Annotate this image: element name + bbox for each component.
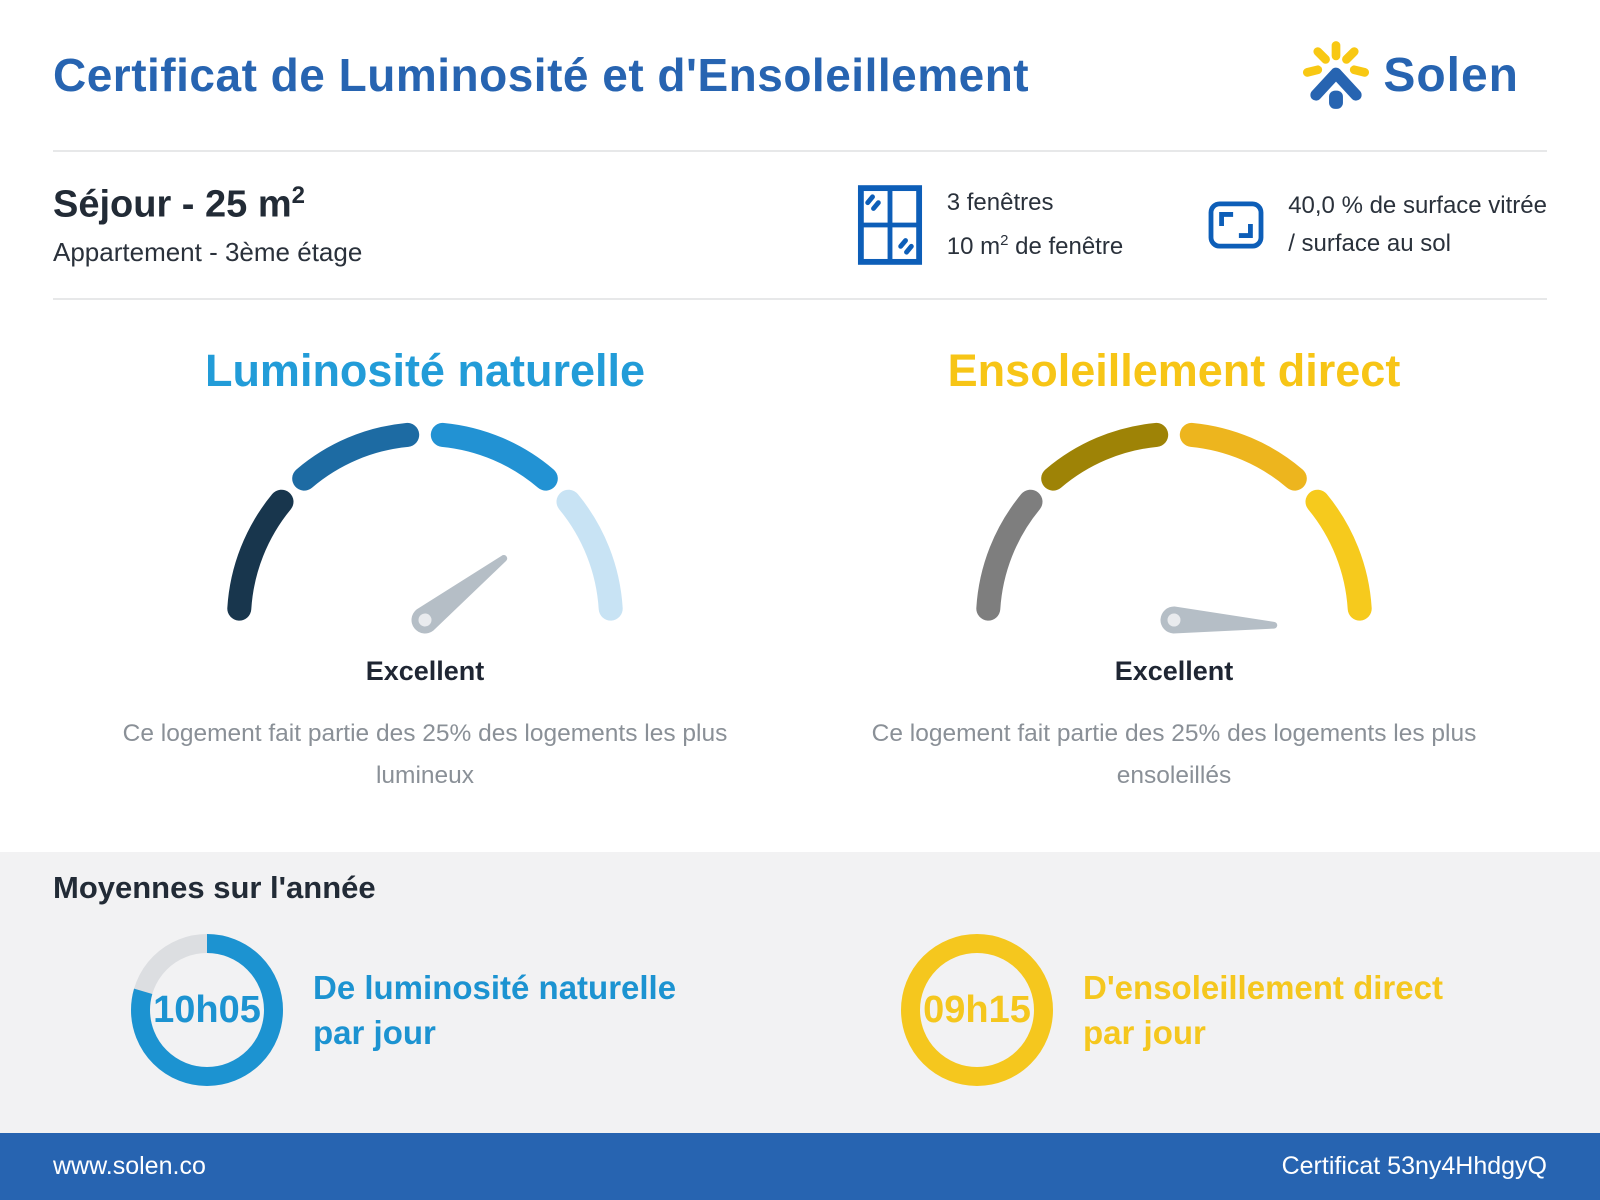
ring-chart-sunlight: 09h15 [901, 934, 1053, 1086]
gauge-title: Ensoleillement direct [947, 345, 1401, 396]
gauge-description: Ce logement fait partie des 25% des loge… [871, 720, 1477, 789]
glazing-line1: 40,0 % de surface vitrée [1288, 192, 1547, 219]
room-title: Séjour - 25 m2 [53, 182, 305, 226]
gauge-description: Ce logement fait partie des 25% des loge… [122, 720, 728, 789]
info-items: 3 fenêtres 10 m2 de fenêtre 40,0 % de su… [857, 184, 1547, 266]
header: Certificat de Luminosité et d'Ensoleille… [0, 0, 1600, 150]
room-subtitle: Appartement - 3ème étage [53, 236, 363, 267]
gauge-card-luminosity: Luminosité naturelle Excellent Ce logeme… [0, 346, 800, 797]
glazing-ratio-item: 40,0 % de surface vitrée / surface au so… [1208, 187, 1547, 263]
ring-chart-luminosity: 10h05 [131, 934, 283, 1086]
room-info-section: Séjour - 25 m2 Appartement - 3ème étage … [0, 152, 1600, 298]
average-label: De luminosité naturelle par jour [313, 969, 677, 1051]
divider-room [53, 298, 1547, 300]
gauge-chart-luminosity [227, 422, 623, 634]
ring-progress [131, 934, 283, 1086]
averages-title: Moyennes sur l'année [53, 870, 376, 905]
glazing-ratio-text: 40,0 % de surface vitrée / surface au so… [1288, 187, 1547, 263]
footer: www.solen.co Certificat 53ny4HhdgyQ [0, 1133, 1600, 1200]
page-title: Certificat de Luminosité et d'Ensoleille… [53, 49, 1030, 101]
surface-ratio-icon [1208, 201, 1264, 249]
rating-label: Excellent [365, 656, 485, 686]
averages-section: Moyennes sur l'année 10h05 De luminosité… [0, 852, 1600, 1133]
website-link[interactable]: www.solen.co [53, 1152, 206, 1180]
certificate-id: Certificat 53ny4HhdgyQ [1281, 1152, 1547, 1180]
brand-name: Solen [1383, 48, 1519, 102]
room-info: Séjour - 25 m2 Appartement - 3ème étage [53, 182, 362, 268]
ring-progress [901, 934, 1053, 1086]
window-count-text: 3 fenêtres 10 m2 de fenêtre [947, 184, 1123, 266]
window-count-line2: 10 m2 de fenêtre [946, 232, 1124, 260]
glazing-line2: / surface au sol [1288, 230, 1451, 257]
divider-top [53, 150, 1547, 152]
gauges-section: Luminosité naturelle Excellent Ce logeme… [0, 300, 1600, 797]
averages-row: 10h05 De luminosité naturelle par jour 0… [53, 934, 1547, 1086]
ring-value: 09h15 [923, 988, 1031, 1031]
average-item-sunlight: 09h15 D'ensoleillement direct par jour [800, 934, 1547, 1086]
rating-label: Excellent [1114, 656, 1234, 686]
window-count-line1: 3 fenêtres [946, 189, 1054, 216]
solen-house-sun-icon [1303, 41, 1370, 109]
solen-logo: Solen [1303, 41, 1519, 109]
ring-value: 10h05 [153, 988, 261, 1031]
window-count-item: 3 fenêtres 10 m2 de fenêtre [857, 184, 1123, 266]
average-label: D'ensoleillement direct par jour [1083, 969, 1443, 1051]
gauge-card-sunlight: Ensoleillement direct Excellent Ce logem… [800, 346, 1600, 797]
average-item-luminosity: 10h05 De luminosité naturelle par jour [53, 934, 800, 1086]
gauge-title: Luminosité naturelle [204, 345, 646, 396]
window-icon [857, 185, 922, 265]
gauge-chart-sunlight [976, 422, 1372, 634]
